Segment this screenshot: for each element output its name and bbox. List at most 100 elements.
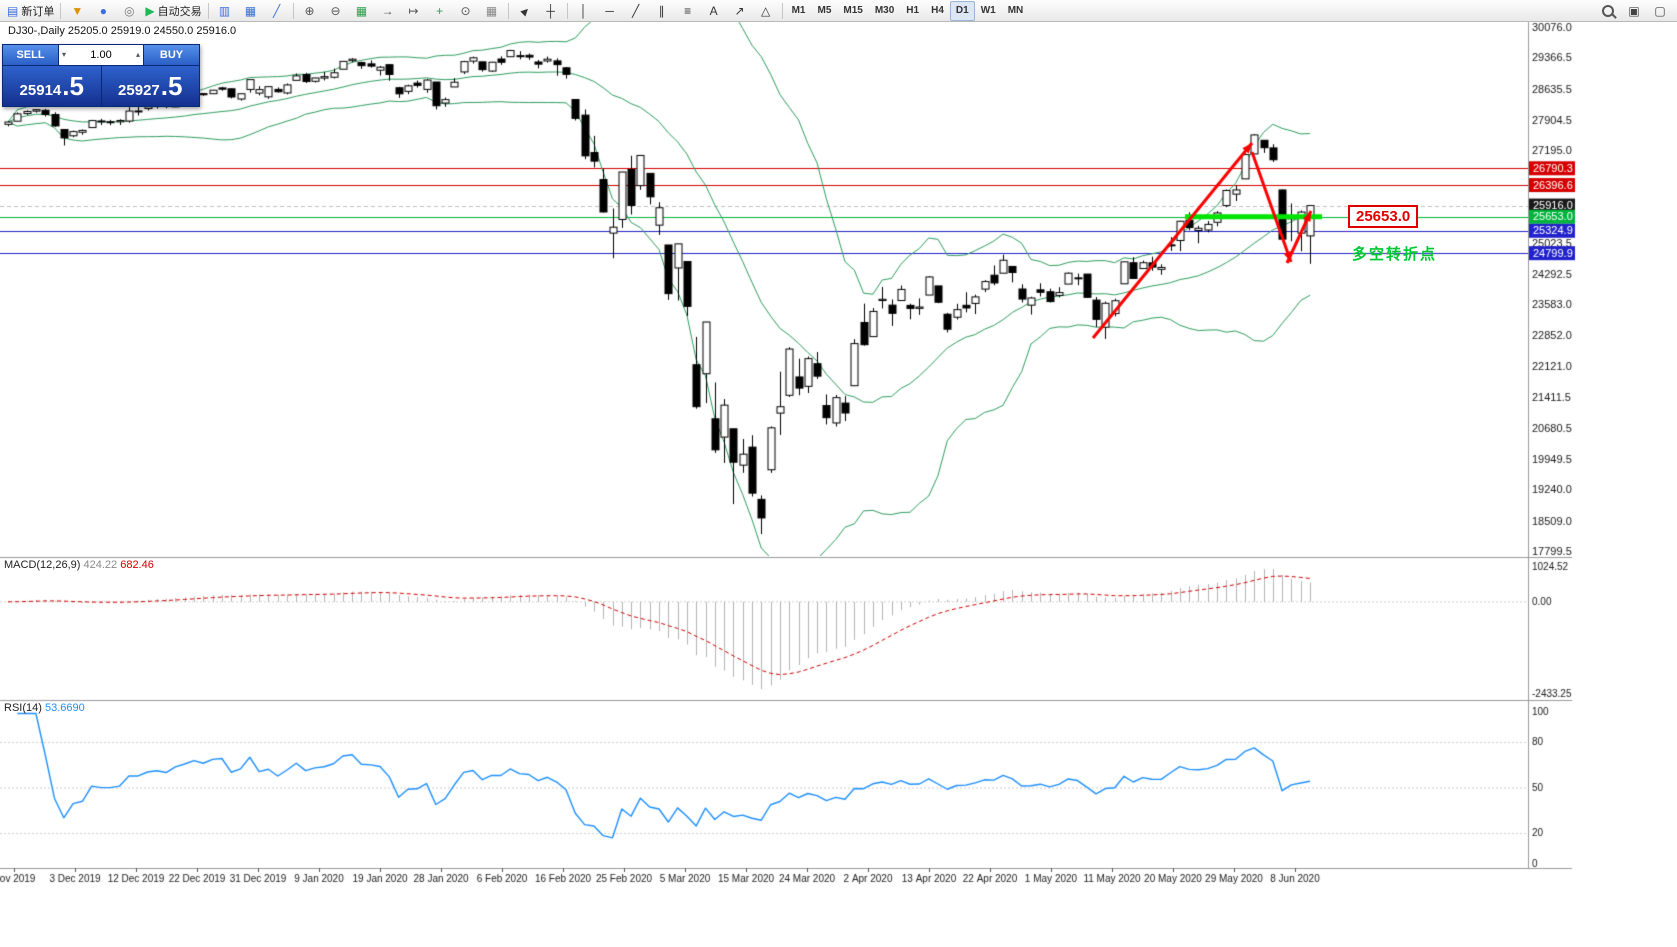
data-window-icon[interactable]: ◎: [116, 1, 142, 21]
arrows-icon-glyph: ↗: [734, 3, 745, 18]
crosshair-icon[interactable]: ┼: [538, 1, 564, 21]
horizontal-line-icon[interactable]: ─: [597, 1, 623, 21]
timeframe-m30[interactable]: M30: [874, 5, 895, 16]
macd-name: MACD(12,26,9): [4, 559, 81, 571]
channel-icon[interactable]: ∥: [649, 1, 675, 21]
search-icon-glass: [1602, 4, 1614, 17]
new-chart-icon[interactable]: +: [427, 1, 453, 21]
cursor-icon-glyph: ►: [515, 1, 534, 20]
rsi-indicator-label: RSI(14) 53.6690: [4, 702, 85, 714]
templates-icon[interactable]: ▦: [479, 1, 505, 21]
ask-price[interactable]: 25927.5: [100, 66, 199, 106]
auto-scroll-icon-glyph: →: [381, 3, 394, 18]
period-icon-glyph: ⊙: [460, 3, 471, 18]
bar-chart-icon-glyph: ▥: [218, 3, 231, 18]
tile-windows-icon[interactable]: ▦: [349, 1, 375, 21]
window-new-icon[interactable]: ▢: [1647, 1, 1673, 21]
toolbar-separator: [566, 2, 568, 19]
line-chart-icon[interactable]: ╱: [264, 1, 290, 21]
timeframe-h1[interactable]: H1: [906, 5, 920, 16]
toolbar: ▤ 新订单 ▼ ● ◎ ▶ 自动交易 ▥ ▦ ╱ ⊕ ⊖ ▦ → ↦ + ⊙ ▦ ► ┼ │ ─ ╱ ∥ ≡ A ↗ △ M1 M5 M15…: [0, 0, 1677, 22]
ask-price-main: 25927: [118, 82, 160, 99]
window-restore-icon[interactable]: ▣: [1621, 1, 1647, 21]
fibonacci-icon-glyph: ≡: [684, 3, 692, 18]
new-chart-icon-glyph: +: [436, 3, 444, 18]
bar-chart-icon[interactable]: ▥: [212, 1, 238, 21]
rsi-value: 53.6690: [44, 702, 85, 714]
buy-button[interactable]: BUY: [144, 45, 199, 65]
toolbar-separator: [292, 2, 294, 19]
volume-decrease-button[interactable]: ▾: [62, 50, 67, 59]
timeframe-w1[interactable]: W1: [980, 5, 996, 16]
bid-price[interactable]: 25914.5: [3, 66, 101, 106]
price-level-annotation-box[interactable]: 25653.0: [1348, 205, 1419, 228]
new-order-button-glyph: ▤: [7, 3, 19, 18]
timeframe-h4[interactable]: H4: [931, 5, 944, 16]
search-icon[interactable]: [1595, 1, 1621, 21]
ask-price-pips: .5: [160, 71, 183, 101]
sell-button[interactable]: SELL: [3, 45, 58, 65]
expert-advisors-icon-glyph: ▼: [71, 3, 84, 18]
vertical-line-icon[interactable]: │: [571, 1, 597, 21]
line-chart-icon-glyph: ╱: [272, 3, 281, 18]
cursor-icon[interactable]: ►: [512, 1, 538, 21]
volume-input[interactable]: ▾ 1.00 ▴: [58, 45, 144, 65]
chart-title: DJ30-,Daily 25205.0 25919.0 24550.0 2591…: [8, 25, 237, 37]
vertical-line-icon-glyph: │: [579, 3, 588, 18]
crosshair-icon-glyph: ┼: [546, 3, 555, 18]
text-icon[interactable]: A: [701, 1, 727, 21]
timeframe-d1[interactable]: D1: [949, 0, 975, 21]
arrows-icon[interactable]: ↗: [727, 1, 753, 21]
zoom-in-icon[interactable]: ⊕: [297, 1, 323, 21]
bid-price-main: 25914: [19, 82, 62, 99]
shapes-icon[interactable]: △: [753, 1, 779, 21]
chart-shift-icon[interactable]: ↦: [401, 1, 427, 21]
one-click-trading-panel: SELL ▾ 1.00 ▴ BUY 25914.5 25927.5: [2, 44, 200, 107]
fibonacci-icon[interactable]: ≡: [675, 1, 701, 21]
tile-windows-icon-glyph: ▦: [355, 3, 368, 18]
toolbar-separator: [507, 2, 509, 19]
rsi-name: RSI(14): [4, 702, 42, 714]
timeframe-mn[interactable]: MN: [1007, 5, 1024, 16]
volume-value[interactable]: 1.00: [90, 49, 112, 61]
profiles-icon-glyph: ●: [99, 3, 107, 18]
autotrade-button[interactable]: ▶ 自动交易: [142, 1, 204, 21]
horizontal-line-icon-glyph: ─: [605, 3, 614, 18]
autotrade-button-glyph: ▶: [145, 3, 155, 18]
timeframe-m1[interactable]: M1: [791, 5, 806, 16]
timeframe-m15[interactable]: M15: [843, 5, 863, 16]
window-new-icon-glyph: ▢: [1654, 3, 1666, 18]
expert-advisors-icon[interactable]: ▼: [64, 1, 90, 21]
macd-indicator-label: MACD(12,26,9) 424.22 682.46: [4, 559, 154, 571]
trendline-icon-glyph: ╱: [631, 3, 640, 18]
macd-signal-value: 682.46: [120, 559, 154, 571]
bid-price-pips: .5: [62, 71, 84, 101]
zoom-out-icon-glyph: ⊖: [330, 3, 341, 18]
period-icon[interactable]: ⊙: [453, 1, 479, 21]
trendline-icon[interactable]: ╱: [623, 1, 649, 21]
new-order-button-label: 新订单: [21, 5, 55, 18]
window-restore-icon-glyph: ▣: [1628, 3, 1640, 18]
volume-increase-button[interactable]: ▴: [135, 50, 140, 59]
chart-shift-icon-glyph: ↦: [408, 3, 419, 18]
profiles-icon[interactable]: ●: [90, 1, 116, 21]
toolbar-separator: [60, 2, 62, 19]
templates-icon-glyph: ▦: [485, 3, 498, 18]
text-icon-glyph: A: [709, 3, 718, 18]
data-window-icon-glyph: ◎: [124, 3, 135, 18]
toolbar-separator: [207, 2, 209, 19]
autotrade-button-label: 自动交易: [157, 5, 202, 18]
zoom-out-icon[interactable]: ⊖: [323, 1, 349, 21]
turning-point-annotation: 多空转折点: [1352, 246, 1438, 263]
timeframe-m5[interactable]: M5: [817, 5, 832, 16]
toolbar-separator: [781, 2, 783, 19]
auto-scroll-icon[interactable]: →: [375, 1, 401, 21]
macd-main-value: 424.22: [83, 559, 118, 571]
new-order-button[interactable]: ▤ 新订单: [4, 1, 57, 21]
candlestick-chart-icon[interactable]: ▦: [238, 1, 264, 21]
zoom-in-icon-glyph: ⊕: [304, 3, 315, 18]
shapes-icon-glyph: △: [760, 3, 771, 18]
channel-icon-glyph: ∥: [658, 3, 665, 18]
candlestick-chart-icon-glyph: ▦: [244, 3, 257, 18]
